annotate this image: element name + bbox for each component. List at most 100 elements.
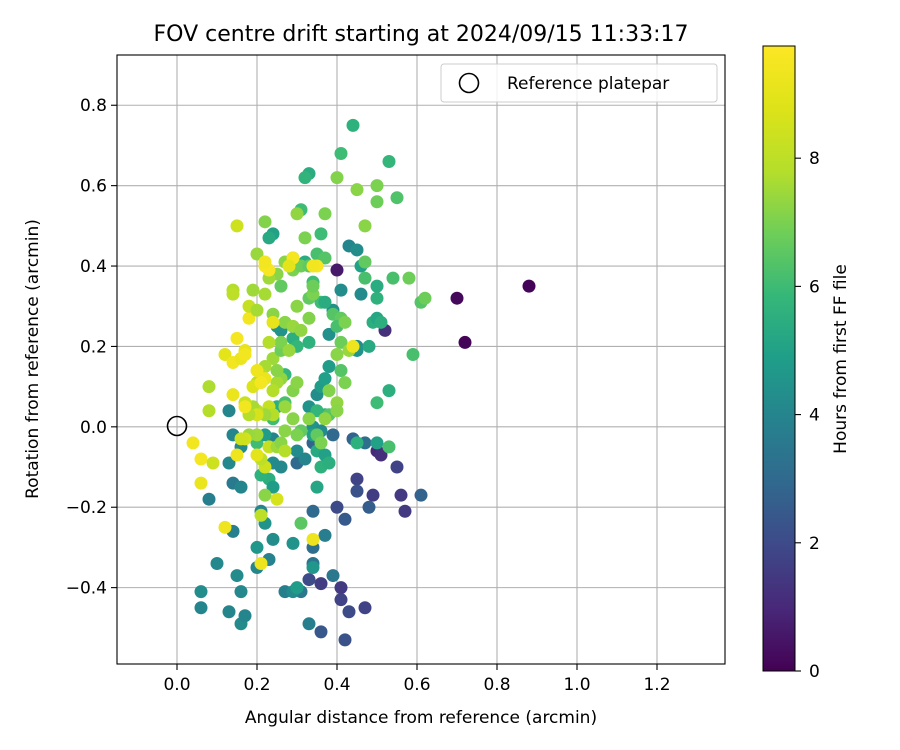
scatter-point (254, 376, 268, 390)
colorbar-tick-label: 0 (809, 662, 820, 682)
scatter-point (226, 287, 240, 301)
scatter-point (246, 283, 260, 297)
scatter-point (250, 448, 264, 462)
scatter-point (230, 331, 244, 345)
scatter-point (250, 303, 264, 317)
scatter-point (234, 480, 248, 494)
scatter-point (334, 581, 348, 595)
scatter-point (306, 561, 320, 575)
scatter-point (270, 364, 284, 378)
y-tick-label: −0.2 (66, 498, 107, 518)
scatter-point (398, 504, 412, 518)
scatter-point (294, 516, 308, 530)
scatter-point (350, 183, 364, 197)
x-tick-label: 0.2 (243, 675, 270, 695)
scatter-point (310, 480, 324, 494)
scatter-point (334, 283, 348, 297)
scatter-point (370, 279, 384, 293)
scatter-point (334, 335, 348, 349)
scatter-point (242, 311, 256, 325)
scatter-point (322, 384, 336, 398)
scatter-point (326, 569, 340, 583)
x-tick-label: 0.4 (323, 675, 350, 695)
scatter-point (338, 376, 352, 390)
scatter-point (318, 295, 332, 309)
scatter-point (230, 219, 244, 233)
scatter-point (234, 585, 248, 599)
scatter-point (370, 179, 384, 193)
scatter-point (302, 311, 316, 325)
colorbar-label: Hours from first FF file (831, 264, 851, 454)
scatter-point (302, 335, 316, 349)
scatter-point (318, 372, 332, 386)
scatter-point (370, 396, 384, 410)
scatter-point (350, 484, 364, 498)
scatter-point (290, 428, 304, 442)
y-axis-label: Rotation from reference (arcmin) (23, 219, 43, 499)
scatter-point (338, 512, 352, 526)
scatter-point (314, 625, 328, 639)
scatter-point (238, 400, 252, 414)
scatter-point (270, 492, 284, 506)
scatter-point (302, 573, 316, 587)
scatter-point (282, 259, 296, 273)
scatter-point (330, 263, 344, 277)
scatter-point (238, 609, 252, 623)
scatter-point (258, 488, 272, 502)
scatter-point (266, 480, 280, 494)
scatter-point (522, 279, 536, 293)
scatter-point (230, 448, 244, 462)
scatter-point (318, 251, 332, 265)
colorbar-tick-label: 2 (809, 534, 820, 554)
legend-marker (458, 72, 480, 94)
scatter-point (322, 327, 336, 341)
scatter-point (222, 605, 236, 619)
scatter-point (314, 227, 328, 241)
scatter-point (394, 488, 408, 502)
scatter-point (306, 279, 320, 293)
scatter-point (302, 412, 316, 426)
scatter-point (250, 364, 264, 378)
scatter-point (330, 347, 344, 361)
scatter-point (350, 243, 364, 257)
scatter-point (274, 335, 288, 349)
scatter-point (294, 323, 308, 337)
scatter-point (346, 339, 360, 353)
scatter-point (322, 360, 336, 374)
scatter-point (186, 436, 200, 450)
scatter-point (382, 155, 396, 169)
scatter-point (282, 343, 296, 357)
scatter-point (302, 617, 316, 631)
y-tick-label: 0.2 (80, 337, 107, 357)
scatter-point (318, 528, 332, 542)
scatter-point (318, 412, 332, 426)
scatter-point (406, 347, 420, 361)
scatter-point (238, 347, 252, 361)
scatter-point (258, 287, 272, 301)
scatter-point (278, 400, 292, 414)
scatter-point (382, 440, 396, 454)
scatter-point (262, 335, 276, 349)
scatter-point (266, 532, 280, 546)
legend: Reference platepar (440, 63, 718, 103)
scatter-point (342, 605, 356, 619)
scatter-point (326, 428, 340, 442)
scatter-point (274, 460, 288, 474)
colorbar-tick-label: 4 (809, 406, 820, 426)
scatter-point (374, 315, 388, 329)
scatter-point (338, 315, 352, 329)
scatter-point (306, 504, 320, 518)
y-tick-label: 0.0 (80, 418, 107, 438)
scatter-point (230, 569, 244, 583)
scatter-point (258, 255, 272, 269)
scatter-point (314, 436, 328, 450)
scatter-point (358, 255, 372, 269)
scatter-point (290, 444, 304, 458)
scatter-point (298, 231, 312, 245)
scatter-point (390, 191, 404, 205)
reference-point-marker (166, 415, 188, 437)
scatter-point (386, 271, 400, 285)
scatter-points (186, 118, 536, 647)
scatter-point (346, 118, 360, 132)
scatter-point (330, 404, 344, 418)
